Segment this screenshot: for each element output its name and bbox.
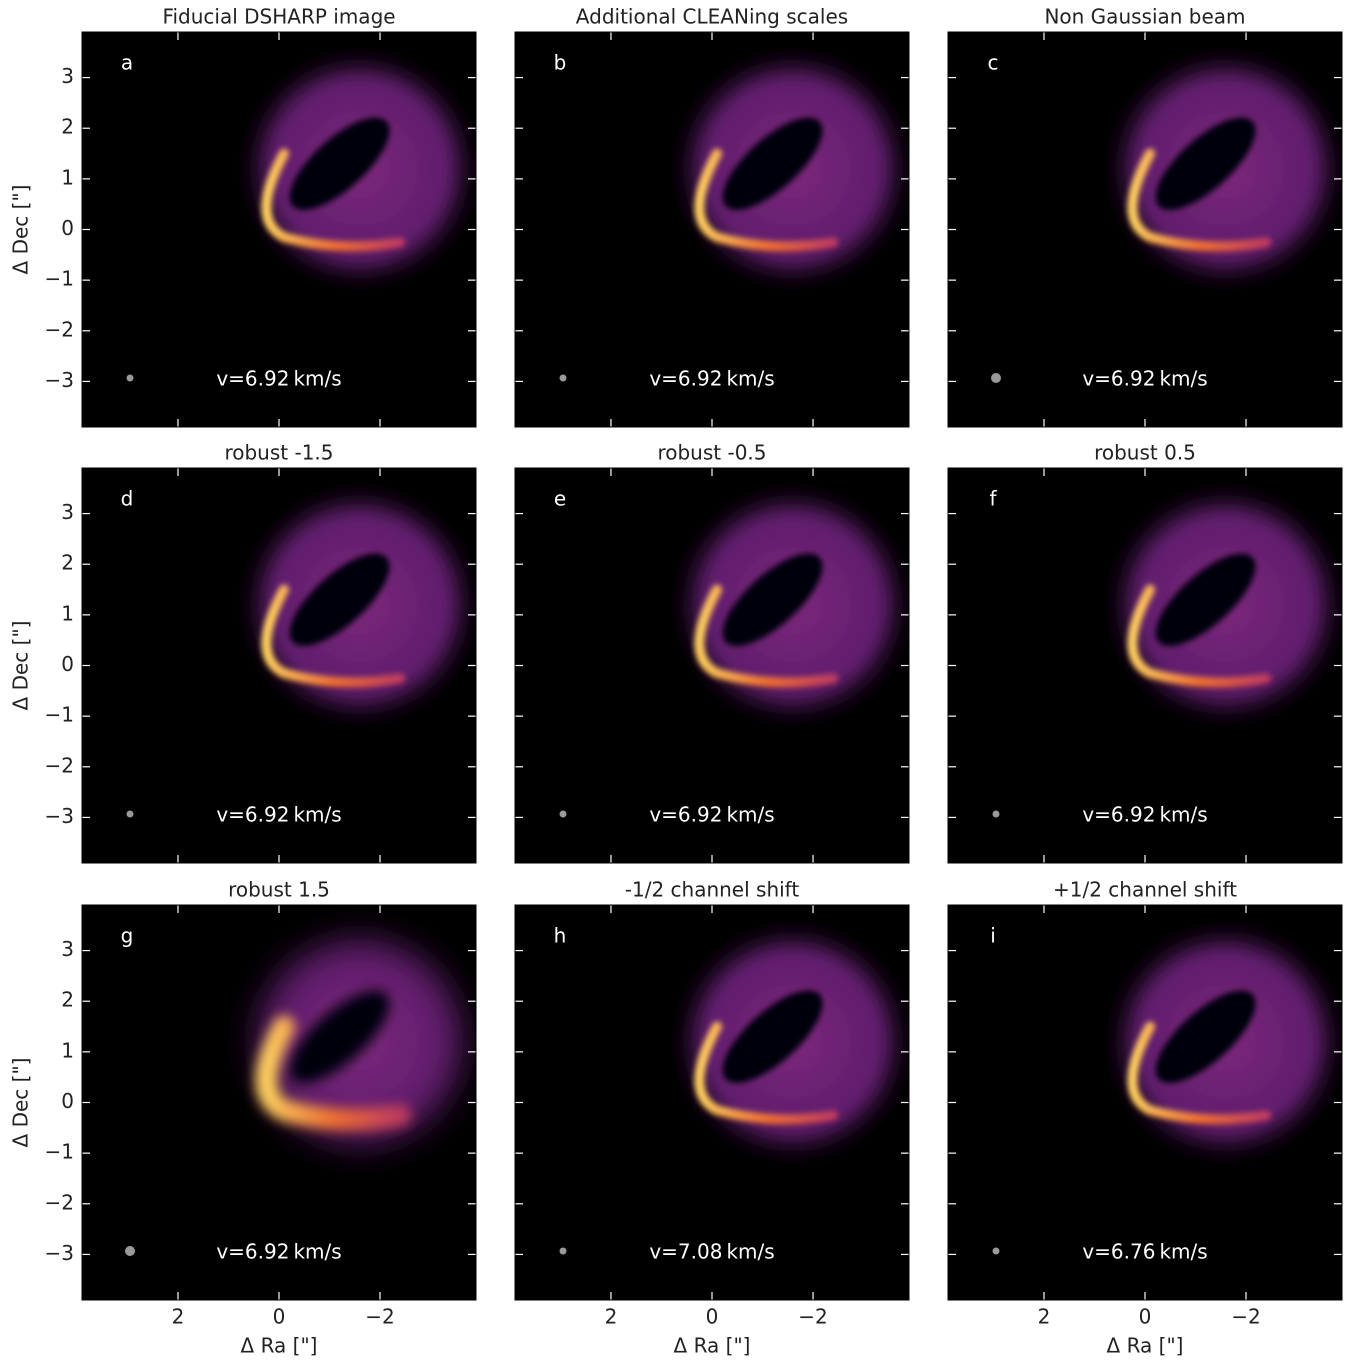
x-tick-label: −2 — [1231, 1305, 1260, 1329]
y-tick-label: −2 — [45, 753, 74, 777]
velocity-label: v=6.76 km/s — [1082, 1240, 1207, 1264]
panel-title: -1/2 channel shift — [625, 878, 800, 902]
beam — [127, 375, 134, 382]
y-tick-label: 3 — [61, 64, 74, 88]
y-tick-label: 0 — [61, 216, 74, 240]
y-tick-label: −1 — [45, 267, 74, 291]
panel-label: f — [989, 487, 997, 511]
panel: g v=6.92 km/s robust 1.5 2 0 −2 −3 −2 −1 0 1 2 3 Δ Ra… — [9, 878, 487, 1358]
velocity-label: v=6.92 km/s — [216, 1240, 341, 1264]
y-tick-label: 2 — [61, 115, 74, 139]
panel-title: +1/2 channel shift — [1053, 878, 1237, 902]
panel-label: b — [554, 51, 567, 75]
y-tick-label: 1 — [61, 601, 74, 625]
panel-label: e — [554, 487, 566, 511]
panel-title: Fiducial DSHARP image — [162, 5, 395, 29]
y-axis-label: Δ Dec ["] — [9, 185, 33, 275]
y-tick-label: 3 — [61, 500, 74, 524]
y-tick-label: 2 — [61, 988, 74, 1012]
y-tick-label: −2 — [45, 317, 74, 341]
velocity-label: v=6.92 km/s — [216, 367, 341, 391]
x-axis-label: Δ Ra ["] — [241, 1334, 318, 1358]
velocity-label: v=6.92 km/s — [1082, 803, 1207, 827]
panel: f v=6.92 km/s robust 0.5 — [948, 441, 1350, 864]
y-tick-label: −1 — [45, 1140, 74, 1164]
panel-title: Non Gaussian beam — [1044, 5, 1245, 29]
panel-title: robust -0.5 — [657, 441, 766, 465]
x-axis-label: Δ Ra ["] — [674, 1334, 751, 1358]
x-axis-label: Δ Ra ["] — [1107, 1334, 1184, 1358]
velocity-label: v=6.92 km/s — [216, 803, 341, 827]
y-tick-label: −2 — [45, 1190, 74, 1214]
beam — [560, 811, 567, 818]
panel-label: c — [988, 51, 999, 75]
y-axis-label: Δ Dec ["] — [9, 1058, 33, 1148]
beam — [560, 1248, 567, 1255]
y-tick-label: −3 — [45, 368, 74, 392]
x-tick-label: 2 — [1038, 1305, 1051, 1329]
panel: a v=6.92 km/s Fiducial DSHARP image −3 −2 −1 0… — [9, 5, 487, 428]
panel: b v=6.92 km/s Additional CLEANing scales — [515, 5, 919, 428]
panel-label: a — [121, 51, 133, 75]
panel: d v=6.92 km/s robust -1.5 −3 −2 −1 0 1 2 3 Δ Dec [… — [9, 441, 487, 864]
panel-title: robust 1.5 — [228, 878, 330, 902]
velocity-label: v=7.08 km/s — [649, 1240, 774, 1264]
panel-label: i — [990, 924, 996, 948]
panel: c v=6.92 km/s Non Gaussian beam — [948, 5, 1350, 428]
panel: h v=7.08 km/s -1/2 channel shift 2 0 −2 Δ Ra [… — [515, 878, 919, 1358]
y-tick-label: 0 — [61, 1089, 74, 1113]
panel-label: h — [554, 924, 567, 948]
x-tick-label: 0 — [706, 1305, 719, 1329]
panel-title: Additional CLEANing scales — [576, 5, 848, 29]
beam — [993, 1248, 1000, 1255]
beam — [125, 1246, 135, 1256]
y-tick-label: −3 — [45, 1241, 74, 1265]
y-tick-label: 2 — [61, 551, 74, 575]
y-tick-label: −3 — [45, 804, 74, 828]
beam — [127, 811, 134, 818]
y-axis-label: Δ Dec ["] — [9, 621, 33, 711]
x-tick-label: 2 — [172, 1305, 185, 1329]
y-tick-label: 3 — [61, 937, 74, 961]
y-tick-label: −1 — [45, 703, 74, 727]
panel-title: robust 0.5 — [1094, 441, 1196, 465]
panel-label: d — [121, 487, 134, 511]
x-tick-label: 0 — [1139, 1305, 1152, 1329]
velocity-label: v=6.92 km/s — [649, 367, 774, 391]
panel: e v=6.92 km/s robust -0.5 — [515, 441, 919, 864]
beam — [993, 811, 1000, 818]
velocity-label: v=6.92 km/s — [649, 803, 774, 827]
panel-title: robust -1.5 — [224, 441, 333, 465]
panel-label: g — [121, 924, 134, 948]
y-tick-label: 1 — [61, 165, 74, 189]
x-tick-label: −2 — [798, 1305, 827, 1329]
panel: i v=6.76 km/s +1/2 channel shift 2 0 −2 Δ Ra [… — [948, 878, 1350, 1358]
x-tick-label: 2 — [605, 1305, 618, 1329]
velocity-label: v=6.92 km/s — [1082, 367, 1207, 391]
x-tick-label: −2 — [365, 1305, 394, 1329]
y-tick-label: 1 — [61, 1038, 74, 1062]
beam — [991, 373, 1001, 383]
y-tick-label: 0 — [61, 652, 74, 676]
x-tick-label: 0 — [273, 1305, 286, 1329]
beam — [560, 375, 567, 382]
